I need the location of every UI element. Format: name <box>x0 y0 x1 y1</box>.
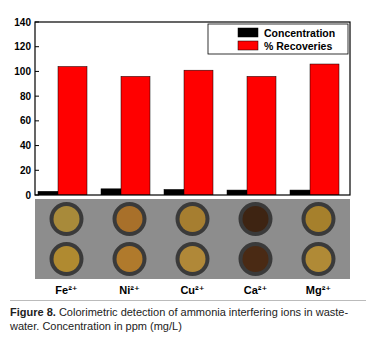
x-tick-label: Fe²⁺ <box>55 284 78 296</box>
caption-text: Colorimetric detection of ammonia interf… <box>10 306 348 332</box>
well <box>180 246 206 272</box>
bar <box>121 76 150 195</box>
well-rim <box>239 202 273 236</box>
legend-swatch <box>238 41 258 50</box>
well <box>117 246 143 272</box>
well-rim <box>239 242 273 276</box>
bar <box>58 66 87 195</box>
well-rim <box>176 202 210 236</box>
bars <box>38 64 339 195</box>
well-rim <box>302 202 336 236</box>
y-tick-label: 120 <box>14 41 31 52</box>
caption-label: Figure 8. <box>10 306 56 318</box>
well-rim <box>302 242 336 276</box>
bar <box>184 70 213 195</box>
y-tick <box>35 22 39 23</box>
y-tick-label: 0 <box>25 190 31 201</box>
well <box>306 246 332 272</box>
y-tick-label: 60 <box>20 115 32 126</box>
bar <box>290 190 310 195</box>
y-tick <box>35 120 39 121</box>
legend-box <box>208 24 348 54</box>
bar <box>227 190 247 195</box>
y-tick-label: 140 <box>14 17 31 28</box>
caption: Figure 8. Colorimetric detection of ammo… <box>10 300 366 333</box>
y-tick-label: 100 <box>14 66 31 77</box>
well <box>54 206 80 232</box>
bar <box>247 76 276 195</box>
well-rim <box>113 202 147 236</box>
plot-frame <box>35 22 350 195</box>
photo-strip <box>35 199 350 279</box>
x-tick-label: Mg²⁺ <box>306 284 332 296</box>
y-tick <box>35 170 39 171</box>
well <box>54 246 80 272</box>
well-rim <box>113 242 147 276</box>
well <box>180 206 206 232</box>
y-tick <box>35 96 39 97</box>
bar <box>101 189 121 195</box>
bar <box>310 64 339 195</box>
y-tick <box>35 145 39 146</box>
well-rim <box>50 202 84 236</box>
y-tick <box>35 46 39 47</box>
legend: Concentration% Recoveries <box>208 24 348 54</box>
well <box>243 206 269 232</box>
y-tick-label: 20 <box>20 165 32 176</box>
well <box>117 206 143 232</box>
legend-label: Concentration <box>264 27 335 39</box>
figure: 0 20 40 60 80 100 120 140 Fe²⁺ Ni²⁺ Cu²⁺ Ca²⁺ Mg²⁺ Co… <box>0 0 380 360</box>
x-tick-label: Cu²⁺ <box>180 284 204 296</box>
y-tick-label: 40 <box>20 140 32 151</box>
legend-label: % Recoveries <box>264 40 332 52</box>
x-tick-label: Ca²⁺ <box>244 284 268 296</box>
chart: 0 20 40 60 80 100 120 140 Fe²⁺ Ni²⁺ Cu²⁺ Ca²⁺ Mg²⁺ Co… <box>0 0 380 300</box>
y-tick <box>35 71 39 72</box>
well-rim <box>50 242 84 276</box>
well-rim <box>176 242 210 276</box>
y-tick <box>35 195 39 196</box>
well <box>243 246 269 272</box>
well <box>306 206 332 232</box>
x-tick-label: Ni²⁺ <box>119 284 140 296</box>
legend-swatch <box>238 28 258 37</box>
bar <box>164 189 184 195</box>
y-tick-label: 80 <box>20 91 32 102</box>
